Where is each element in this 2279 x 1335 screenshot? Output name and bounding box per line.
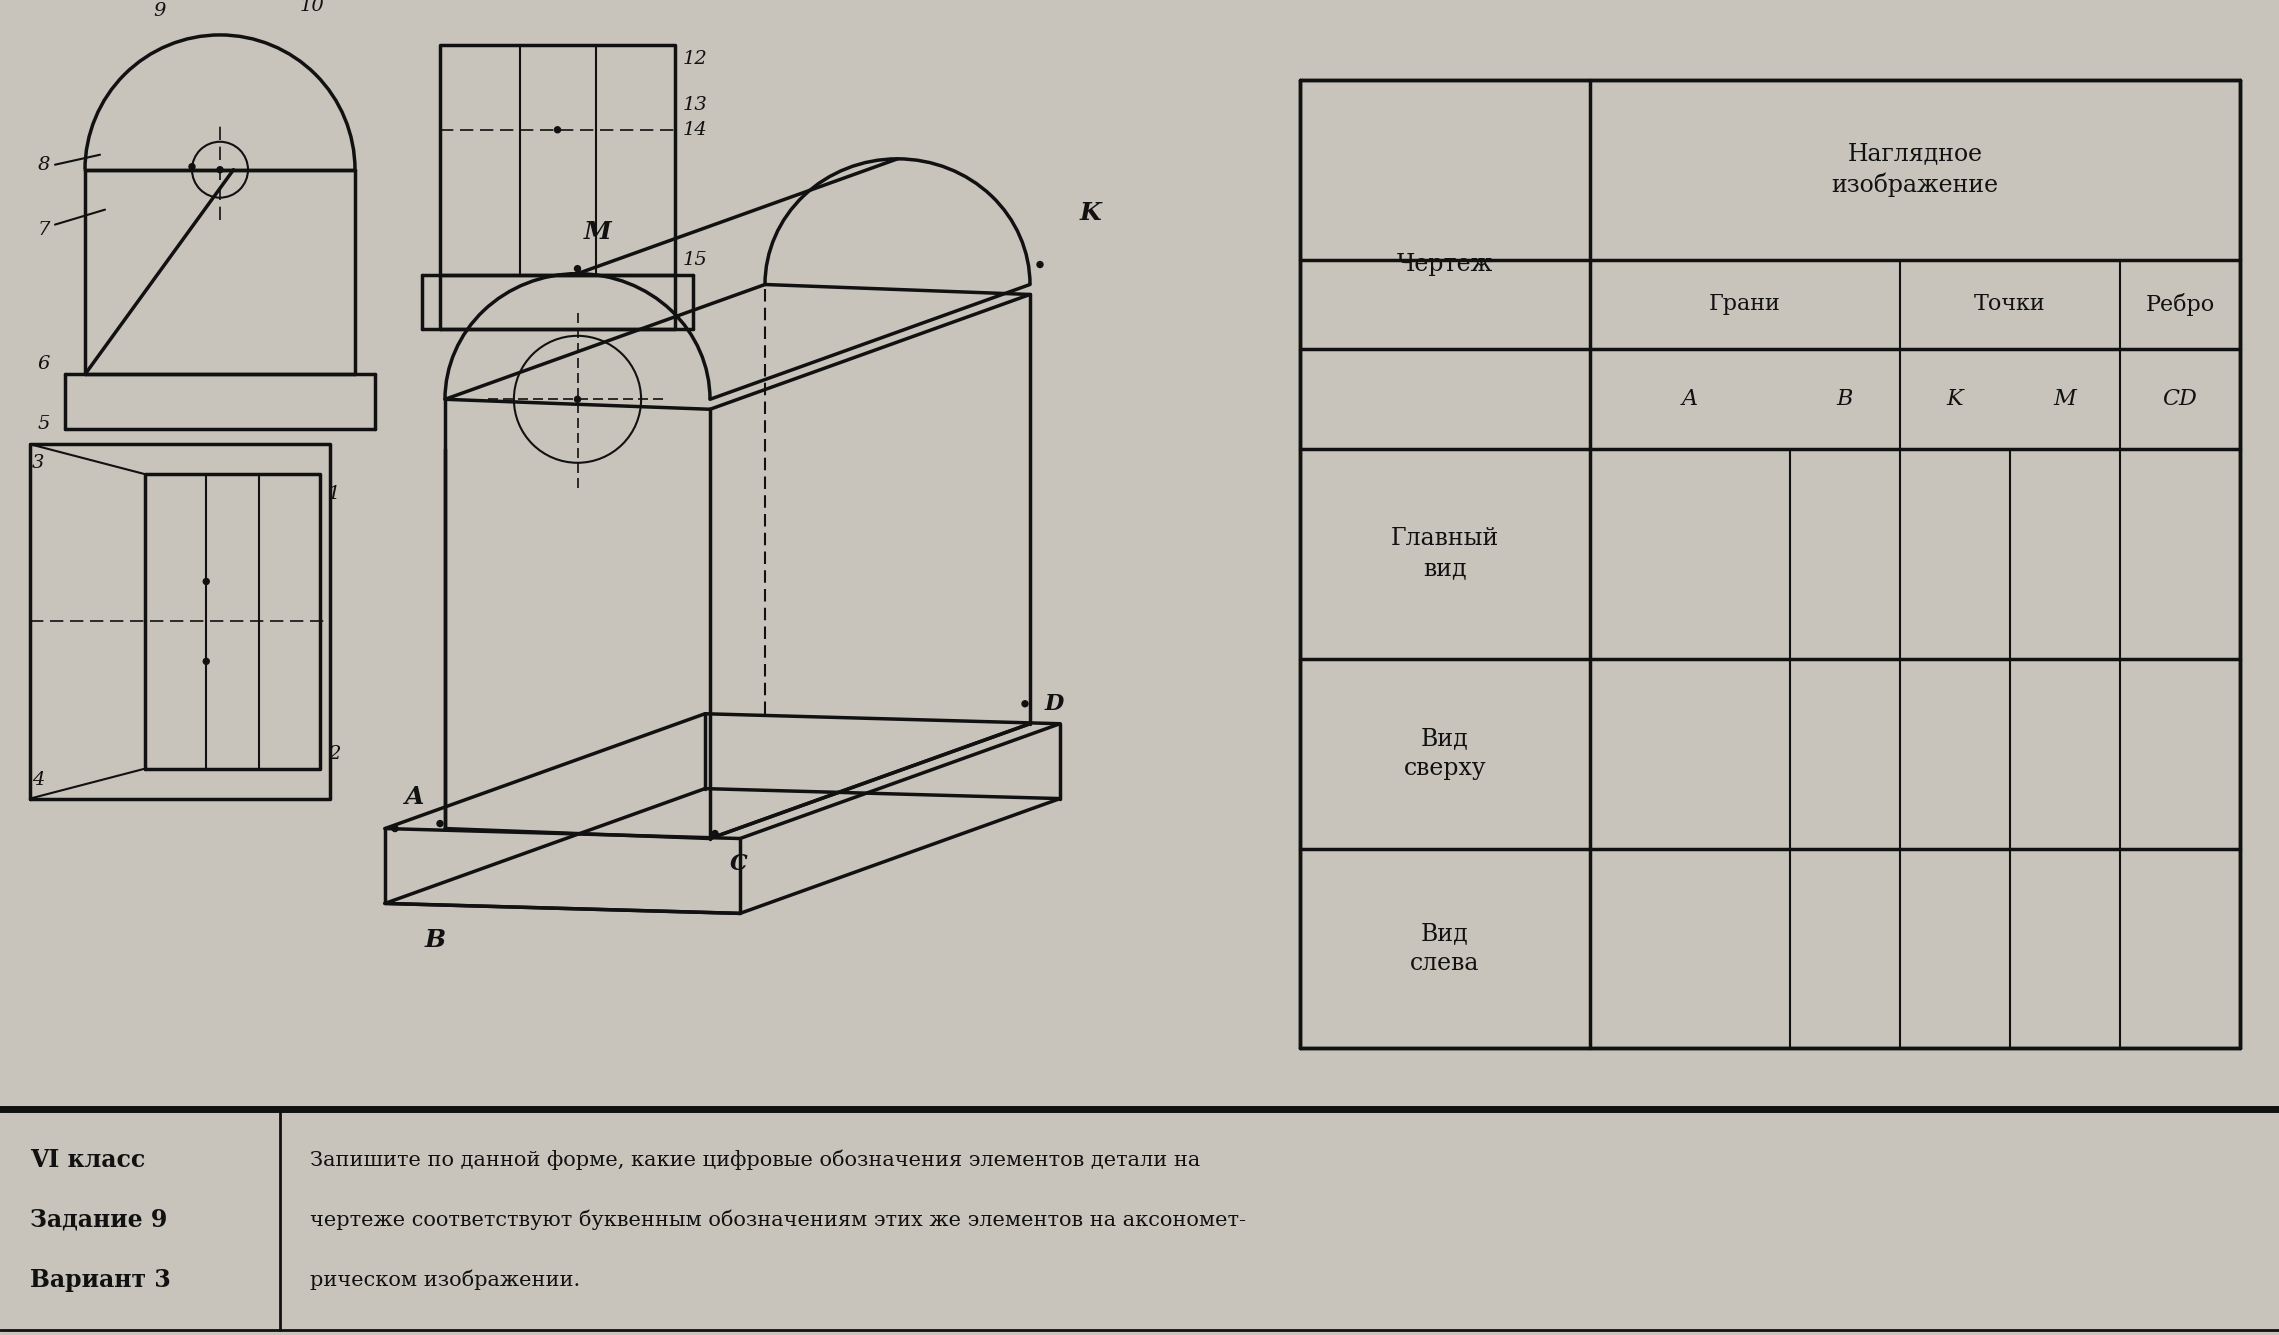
Text: 5: 5	[39, 415, 50, 434]
Text: 15: 15	[684, 251, 709, 268]
Text: чертеже соответствуют буквенным обозначениям этих же элементов на аксономет-: чертеже соответствуют буквенным обозначе…	[310, 1210, 1247, 1230]
Text: A: A	[406, 785, 424, 809]
Circle shape	[189, 164, 196, 170]
Circle shape	[1021, 701, 1028, 706]
Text: 4: 4	[32, 770, 43, 789]
Text: Задание 9: Задание 9	[30, 1208, 166, 1232]
Text: Наглядное
изображение: Наглядное изображение	[1832, 142, 1999, 198]
Text: рическом изображении.: рическом изображении.	[310, 1270, 581, 1290]
Text: K: K	[1080, 200, 1101, 224]
Circle shape	[574, 396, 581, 402]
Text: Точки: Точки	[1974, 294, 2047, 315]
Text: Чертеж: Чертеж	[1397, 254, 1493, 276]
Text: D: D	[1046, 693, 1064, 714]
Text: Ребро: Ребро	[2145, 292, 2215, 316]
Text: 1: 1	[328, 485, 340, 503]
Text: Вид
слева: Вид слева	[1411, 921, 1479, 975]
Text: B: B	[1837, 388, 1853, 410]
Circle shape	[203, 578, 210, 585]
Text: CD: CD	[2163, 388, 2197, 410]
Text: 14: 14	[684, 120, 709, 139]
Text: Грани: Грани	[1709, 294, 1780, 315]
Text: A: A	[1682, 388, 1698, 410]
Text: M: M	[2053, 388, 2076, 410]
Circle shape	[217, 167, 223, 172]
Text: VI класс: VI класс	[30, 1148, 146, 1172]
Text: Вид
сверху: Вид сверху	[1404, 728, 1486, 780]
Text: K: K	[1946, 388, 1962, 410]
Text: 6: 6	[39, 355, 50, 374]
Text: 9: 9	[153, 1, 166, 20]
Circle shape	[203, 658, 210, 665]
Text: 10: 10	[301, 0, 324, 15]
Text: 7: 7	[39, 220, 50, 239]
Text: Главный
вид: Главный вид	[1390, 527, 1500, 581]
Circle shape	[438, 821, 442, 826]
Text: B: B	[424, 928, 447, 952]
Text: C: C	[729, 853, 748, 876]
Text: 12: 12	[684, 49, 709, 68]
Circle shape	[1037, 262, 1044, 267]
Circle shape	[554, 127, 561, 132]
Circle shape	[392, 825, 399, 832]
Text: M: M	[583, 220, 611, 244]
Text: 8: 8	[39, 156, 50, 174]
Text: Запишите по данной форме, какие цифровые обозначения элементов детали на: Запишите по данной форме, какие цифровые…	[310, 1149, 1201, 1169]
Text: 2: 2	[328, 745, 340, 762]
Text: Вариант 3: Вариант 3	[30, 1268, 171, 1292]
Circle shape	[711, 830, 718, 837]
Text: 13: 13	[684, 96, 709, 113]
Text: 3: 3	[32, 454, 43, 473]
Circle shape	[574, 266, 581, 271]
